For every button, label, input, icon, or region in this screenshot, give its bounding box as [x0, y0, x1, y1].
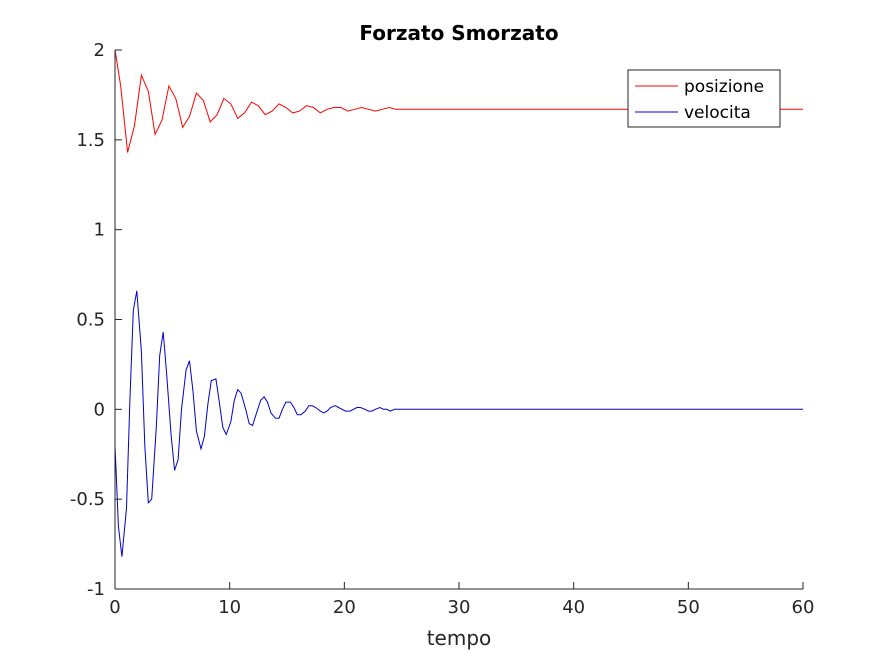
y-tick-label: 1.5	[76, 130, 105, 151]
legend: posizione velocita	[627, 69, 781, 128]
ticks-layer: 0 10 20 30 40 50 60 -1 -0.5 0 0.5 1 1.5 2	[70, 40, 815, 618]
legend-box	[627, 69, 781, 128]
x-tick-label: 60	[792, 597, 815, 618]
x-tick-label: 40	[562, 597, 585, 618]
x-axis-label: tempo	[427, 626, 492, 650]
legend-label-posizione: posizione	[684, 77, 764, 97]
x-tick-label: 10	[218, 597, 241, 618]
y-tick-label: -0.5	[70, 489, 105, 510]
x-tick-label: 30	[448, 597, 471, 618]
y-tick-label: -1	[87, 579, 105, 600]
series-line-velocita	[114, 290, 803, 557]
y-tick-label: 1	[94, 220, 105, 241]
legend-label-velocita: velocita	[684, 103, 751, 123]
plot-area: 0 10 20 30 40 50 60 -1 -0.5 0 0.5 1 1.5 2	[70, 40, 815, 618]
y-tick-label: 2	[94, 40, 105, 61]
x-tick-label: 20	[333, 597, 356, 618]
chart-title: Forzato Smorzato	[359, 21, 558, 45]
y-tick-label: 0.5	[76, 310, 105, 331]
x-tick-label: 0	[109, 597, 120, 618]
x-tick-label: 50	[677, 597, 700, 618]
y-tick-label: 0	[94, 399, 105, 420]
